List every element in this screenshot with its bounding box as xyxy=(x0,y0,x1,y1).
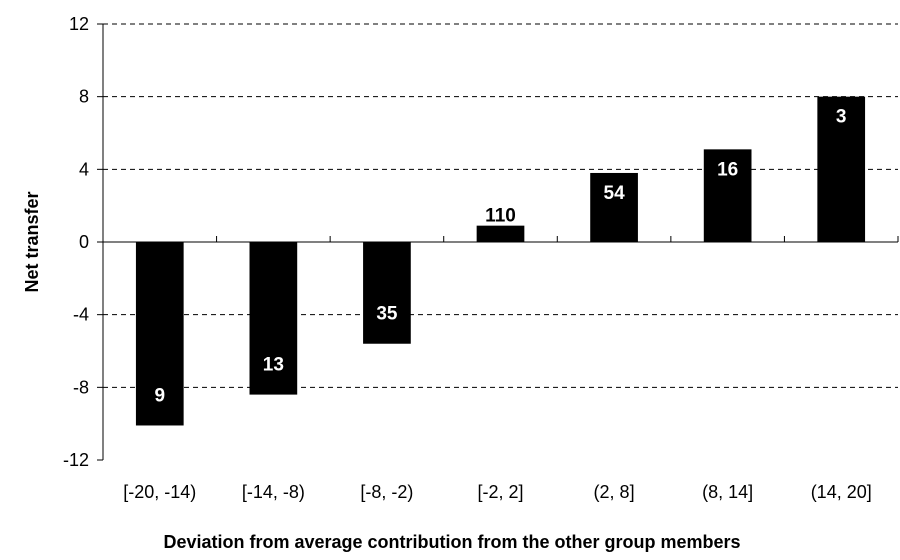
y-axis-title: Net transfer xyxy=(22,191,42,292)
y-tick-label: -12 xyxy=(63,450,89,470)
x-category-label: [-8, -2) xyxy=(360,482,413,502)
bar xyxy=(363,242,411,344)
bar-count-label: 13 xyxy=(263,355,284,376)
x-category-label: (8, 14] xyxy=(702,482,753,502)
tick-labels: -12 -8 -4 0 4 8 12 [-20, -14) [-14, -8) [-8, -2) [… xyxy=(63,14,872,502)
bar xyxy=(476,225,525,242)
x-category-label: (2, 8] xyxy=(594,482,635,502)
x-axis-title: Deviation from average contribution from… xyxy=(163,532,740,552)
y-tick-label: 12 xyxy=(69,14,89,34)
bar xyxy=(135,242,184,426)
bar-count-label: 3 xyxy=(836,107,847,128)
x-category-label: [-2, 2] xyxy=(477,482,523,502)
y-tick-label: -4 xyxy=(73,305,89,325)
bar-count-label: 35 xyxy=(376,304,398,325)
axes xyxy=(97,23,899,461)
y-tick-label: 0 xyxy=(79,232,89,252)
bar-labels: 9 13 35 110 54 16 3 xyxy=(154,107,846,407)
x-category-label: [-14, -8) xyxy=(242,482,305,502)
y-tick-label: 8 xyxy=(79,87,89,107)
bar-count-label: 54 xyxy=(604,183,626,204)
x-category-label: [-20, -14) xyxy=(123,482,196,502)
bar-count-label: 9 xyxy=(154,385,165,406)
y-tick-label: 4 xyxy=(79,159,89,179)
bar xyxy=(590,172,638,242)
bar xyxy=(249,242,298,395)
grid-lines xyxy=(103,23,898,388)
y-tick-label: -8 xyxy=(73,377,89,397)
bar-count-label: 110 xyxy=(485,206,516,227)
bar-count-label: 16 xyxy=(717,159,738,180)
x-category-label: (14, 20] xyxy=(811,482,872,502)
bar xyxy=(703,149,752,242)
bar xyxy=(817,96,866,243)
bars xyxy=(135,96,866,426)
